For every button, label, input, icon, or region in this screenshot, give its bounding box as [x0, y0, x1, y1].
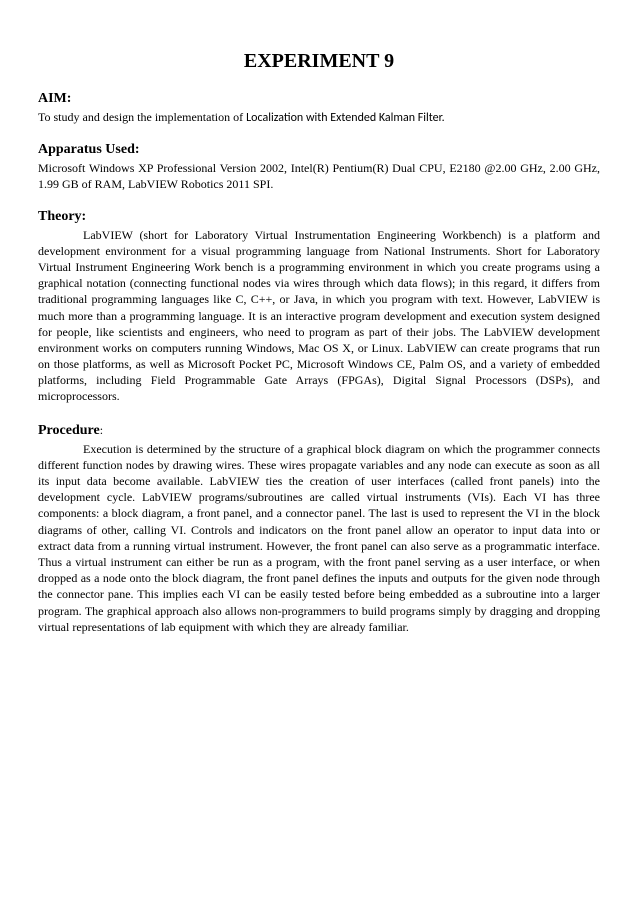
theory-text: LabVIEW (short for Laboratory Virtual In…: [38, 227, 600, 405]
apparatus-heading: Apparatus Used:: [38, 142, 600, 158]
theory-heading: Theory:: [38, 209, 600, 225]
procedure-text: Execution is determined by the structure…: [38, 441, 600, 635]
aim-heading: AIM:: [38, 91, 600, 107]
procedure-heading: Procedure:: [38, 423, 600, 439]
aim-special: Localization with Extended Kalman Filter…: [246, 111, 445, 125]
aim-text: To study and design the implementation o…: [38, 109, 600, 126]
document-title: EXPERIMENT 9: [38, 50, 600, 73]
aim-prefix: To study and design the implementation o…: [38, 110, 246, 124]
procedure-colon: :: [100, 423, 103, 437]
procedure-heading-label: Procedure: [38, 423, 100, 438]
apparatus-text: Microsoft Windows XP Professional Versio…: [38, 160, 600, 192]
